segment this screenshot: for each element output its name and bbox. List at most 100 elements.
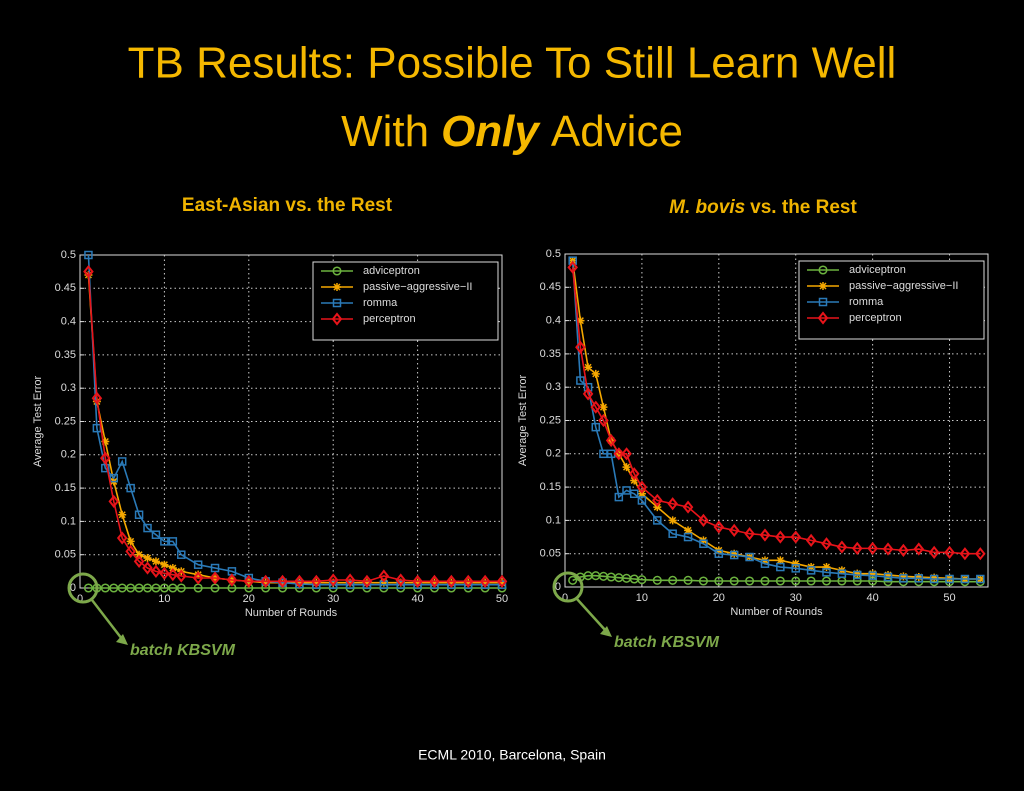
marker [328,580,338,589]
marker [636,480,648,494]
series-line [87,271,502,583]
marker [960,574,970,584]
marker [591,369,600,378]
marker [277,574,288,588]
marker [126,583,136,593]
marker [698,513,709,528]
marker [630,476,639,485]
marker [776,556,785,565]
marker [576,376,585,385]
marker [151,530,161,539]
marker [117,457,127,466]
marker [884,571,893,580]
marker [790,530,802,544]
y-axis-label: Average Test Error [32,376,44,468]
marker [108,494,120,509]
marker [83,265,94,279]
marker [791,576,801,586]
marker [913,542,925,556]
marker [412,574,423,588]
legend-label: adviceptron [363,265,420,277]
marker [294,574,305,588]
marker [496,574,508,588]
marker [791,564,800,573]
marker [868,571,877,580]
y-tick-label: 0.05 [540,548,561,560]
y-tick-label: 0.45 [55,282,76,294]
x-tick-label: 50 [943,592,955,604]
footer: ECML 2010, Barcelona, Spain [418,747,606,763]
marker [729,576,739,586]
marker [821,537,832,551]
marker [345,580,355,589]
marker [637,575,647,585]
y-tick-label: 0.4 [546,315,561,327]
legend-box [312,261,499,341]
x-tick-label: 50 [496,593,508,605]
marker [159,566,170,580]
marker [243,574,255,588]
y-tick-label: 0.1 [61,515,76,527]
marker [682,500,694,514]
x-tick-label: 10 [636,592,648,604]
chart-title-part: East-Asian vs. the Rest [182,195,393,216]
marker [177,550,186,559]
legend-label: romma [363,297,398,309]
annotation-label: batch KBSVM [614,634,720,651]
y-tick-label: 0.4 [61,316,76,328]
marker [100,583,110,593]
marker [116,531,128,545]
chart-title: M. bovis vs. the Rest [669,197,857,218]
marker [260,574,271,588]
legend-box [798,260,985,340]
marker [378,569,390,583]
annotation-arrowhead [116,634,128,645]
legend-marker [818,297,828,307]
marker [118,510,127,519]
marker [713,520,725,534]
marker [683,532,693,542]
marker [462,574,474,588]
marker [836,540,848,554]
marker [714,549,724,558]
marker [637,496,647,505]
marker [160,537,169,546]
marker [667,497,678,511]
y-tick-label: 0.5 [546,248,561,260]
marker [134,510,144,519]
title-word: Advice [551,107,683,156]
marker [101,437,110,446]
marker [614,492,624,502]
marker [605,433,617,448]
marker [295,578,304,587]
y-tick-label: 0.05 [55,549,76,561]
marker [396,580,405,589]
marker [396,578,405,587]
marker [261,578,270,587]
marker [822,563,831,572]
y-tick-label: 0.15 [540,481,561,493]
annotation-circle [552,571,584,603]
series-line [87,254,502,586]
marker [837,569,847,578]
marker [150,564,162,578]
marker [429,574,440,588]
y-tick-label: 0.25 [540,414,561,426]
marker [327,573,339,587]
marker [929,574,939,584]
annotation-label: batch KBSVM [130,642,236,659]
marker [898,543,909,557]
marker [168,583,178,593]
y-tick-label: 0.1 [546,514,561,526]
marker [668,575,678,585]
marker [346,578,355,587]
marker [899,572,908,581]
marker [744,527,755,541]
marker [126,483,135,493]
y-tick-label: 0.3 [61,382,76,394]
legend-marker [817,311,829,325]
marker [868,569,877,578]
marker [109,583,119,593]
marker [806,566,816,575]
